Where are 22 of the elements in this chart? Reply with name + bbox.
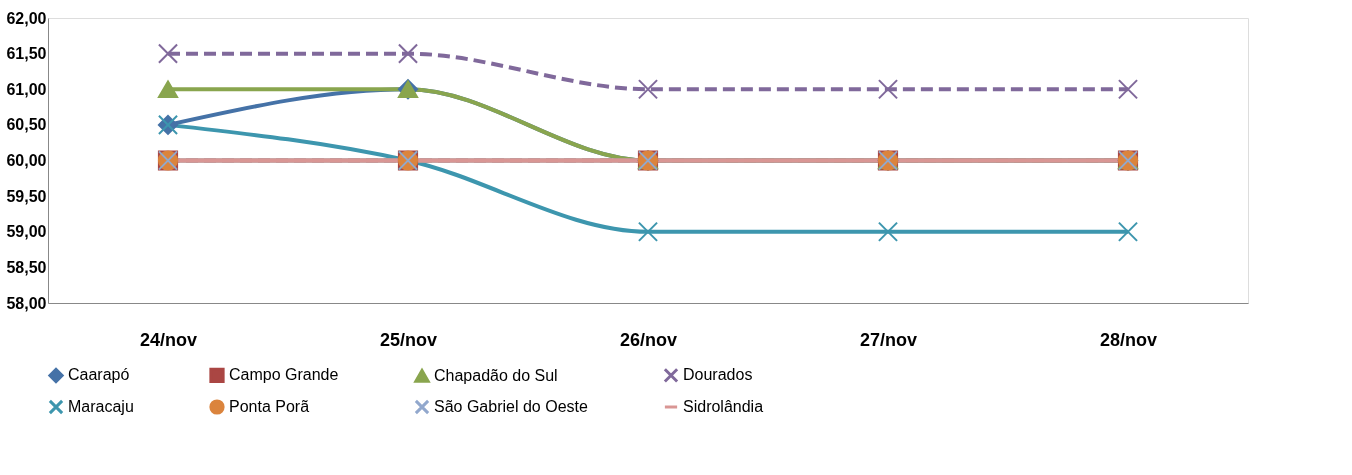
x-tick-label: 25/nov bbox=[379, 329, 438, 350]
y-tick-label: 61,00 bbox=[6, 80, 47, 98]
y-tick-label: 59,00 bbox=[6, 223, 47, 241]
x-tick-label: 24/nov bbox=[139, 329, 198, 350]
y-tick-label: 59,50 bbox=[6, 187, 47, 205]
y-tick-label: 62,00 bbox=[6, 9, 47, 27]
y-tick-label: 58,50 bbox=[6, 258, 47, 276]
y-tick-label: 61,50 bbox=[6, 45, 47, 63]
y-tick-label: 60,50 bbox=[6, 116, 47, 134]
x-tick-label: 27/nov bbox=[859, 329, 918, 350]
legend-label: São Gabriel do Oeste bbox=[434, 398, 588, 415]
legend-label: Ponta Porã bbox=[229, 398, 310, 415]
legend-label: Maracaju bbox=[68, 398, 134, 415]
legend-label: Chapadão do Sul bbox=[434, 366, 558, 384]
legend-label: Caarapó bbox=[68, 366, 130, 384]
x-tick-label: 26/nov bbox=[619, 329, 678, 350]
y-tick-label: 60,00 bbox=[6, 152, 47, 169]
legend-label: Dourados bbox=[683, 366, 753, 384]
x-tick-label: 28/nov bbox=[1099, 329, 1158, 350]
legend-label: Sidrolândia bbox=[683, 398, 764, 415]
legend-label: Campo Grande bbox=[229, 366, 339, 384]
y-tick-label: 58,00 bbox=[6, 294, 47, 312]
